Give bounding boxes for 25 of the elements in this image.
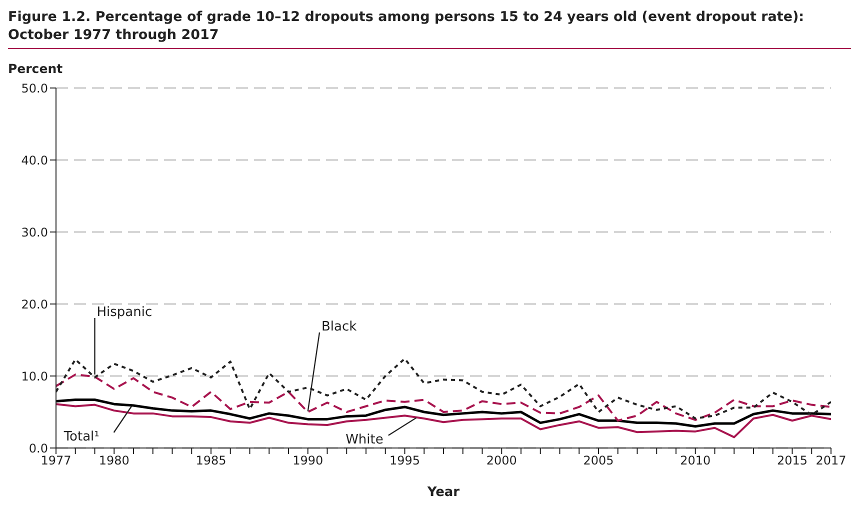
x-tick-label: 2015 bbox=[776, 454, 808, 468]
x-tick-label: 2017 bbox=[816, 454, 846, 468]
y-tick-label: 20.0 bbox=[21, 297, 48, 312]
line-series bbox=[56, 398, 831, 428]
x-tick-label: 2010 bbox=[680, 454, 711, 468]
line-series bbox=[56, 374, 831, 422]
x-tick-label: 1980 bbox=[98, 454, 130, 468]
x-tick-label: 2000 bbox=[486, 454, 517, 468]
y-tick-label: 0.0 bbox=[28, 441, 48, 456]
y-tick-label: 40.0 bbox=[21, 153, 48, 168]
y-tick-label: 50.0 bbox=[21, 81, 48, 96]
y-axis-title: Percent bbox=[8, 61, 64, 76]
y-tick-label: 30.0 bbox=[21, 225, 48, 240]
x-tick-label: 1977 bbox=[40, 454, 72, 468]
chart-title: Figure 1.2. Percentage of grade 10–12 dropouts among persons 15 to 24 years old (event dropout rate): October 1977 through 2017 bbox=[8, 9, 804, 43]
x-tick-label: 1990 bbox=[292, 454, 324, 468]
x-tick-label: 1985 bbox=[196, 454, 226, 468]
text: Total¹ bbox=[62, 429, 100, 444]
y-tick-label: 10.0 bbox=[21, 369, 48, 384]
x-axis-title: Year bbox=[426, 485, 460, 500]
x-tick-label: 1995 bbox=[389, 454, 420, 468]
text: Hispanic bbox=[96, 305, 152, 320]
x-tick-label: 2005 bbox=[583, 454, 614, 468]
series-label: White bbox=[346, 432, 384, 448]
text: Black bbox=[322, 319, 358, 334]
